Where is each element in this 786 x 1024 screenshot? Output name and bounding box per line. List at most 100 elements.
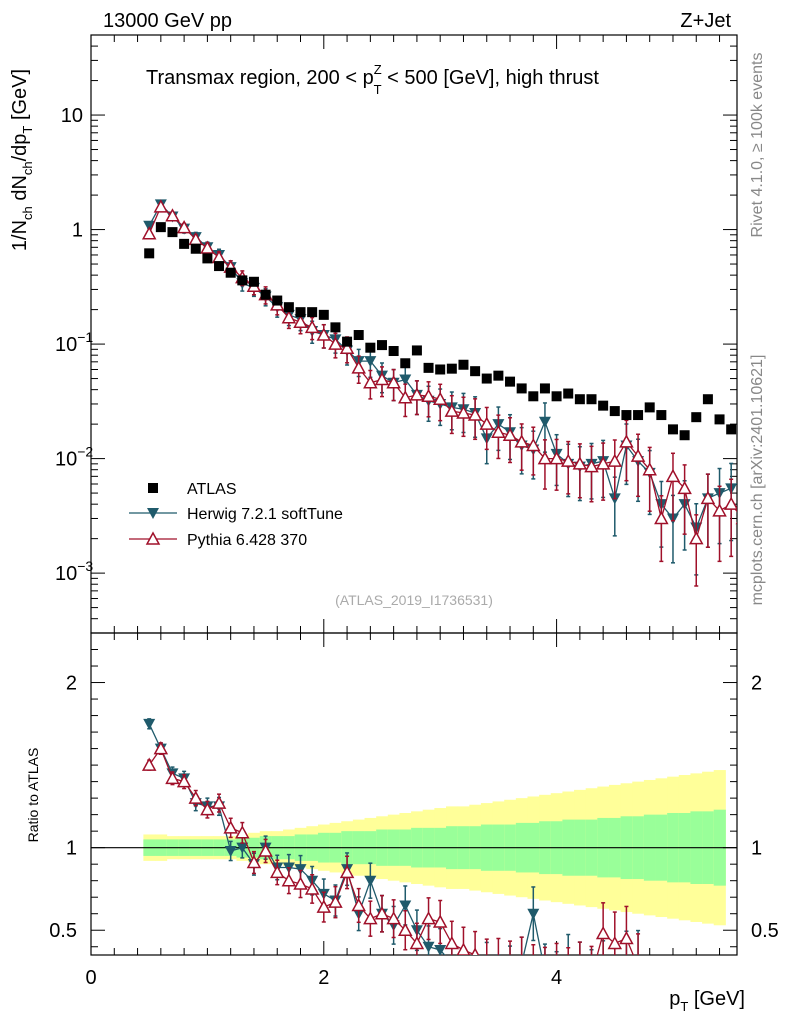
pythia-point xyxy=(688,531,704,545)
main-ytick-label: 10−3 xyxy=(55,558,93,585)
ratio-pythia-point xyxy=(421,911,436,925)
main-ytick-exp: −2 xyxy=(77,444,93,460)
pythia-point xyxy=(444,403,460,417)
atlas-point xyxy=(505,376,516,387)
ratio-pythia-point xyxy=(607,935,623,950)
pythia-point xyxy=(502,427,518,441)
ylabel-part2: dN xyxy=(9,175,31,206)
legend-atlas-marker xyxy=(148,483,158,493)
xlabel-unit: [GeV] xyxy=(688,988,745,1010)
ratio-herwig-point xyxy=(574,967,586,978)
atlas-point xyxy=(318,309,329,320)
ratio-pythia-point xyxy=(386,911,401,925)
xlabel-sub: T xyxy=(680,999,688,1014)
ratio-pythia-point xyxy=(492,957,504,968)
atlas-point xyxy=(376,340,387,351)
pythia-point xyxy=(165,208,180,222)
title-sup: Z xyxy=(374,62,382,77)
main-ytick-base: 1 xyxy=(72,220,83,242)
ratio-herwig-point xyxy=(422,941,435,953)
pythia-point xyxy=(654,510,669,525)
xtick-label: 2 xyxy=(318,967,329,989)
pythia-point xyxy=(735,521,737,525)
ratio-herwig-point xyxy=(399,900,412,912)
ratio-pythia-point xyxy=(200,802,215,816)
main-ytick-exp: −3 xyxy=(77,558,93,574)
pythia-line xyxy=(148,205,737,542)
herwig-point xyxy=(538,416,551,428)
legend: ATLAS Herwig 7.2.1 softTune Pythia 6.428 3… xyxy=(129,481,343,549)
atlas-point xyxy=(423,362,434,373)
ratio-herwig-point xyxy=(236,842,249,854)
atlas-point xyxy=(586,394,597,405)
ylabel-sub3: T xyxy=(20,126,35,134)
ratio-herwig-point xyxy=(481,962,493,973)
pythia-point xyxy=(642,462,657,476)
ratio-pythia-point xyxy=(409,935,425,950)
pythia-point xyxy=(339,340,355,354)
atlas-point xyxy=(656,410,667,421)
ratio-pythia-point xyxy=(374,906,390,920)
atlas-point xyxy=(470,366,481,377)
pythia-point xyxy=(316,327,332,341)
main-ytick-base: 10 xyxy=(61,105,83,127)
atlas-point xyxy=(528,391,539,402)
ratio-pythia-point xyxy=(304,881,320,895)
ratio-pythia-point xyxy=(456,942,471,955)
ratio-herwig-point xyxy=(620,958,632,969)
herwig-point xyxy=(399,374,412,386)
atlas-point xyxy=(155,222,166,233)
ratio-pythia-point xyxy=(351,897,366,912)
atlas-point xyxy=(342,336,353,347)
pythia-point xyxy=(491,424,506,438)
ratio-pythia-point xyxy=(363,911,378,925)
ratio-herwig-point xyxy=(364,875,377,887)
atlas-point xyxy=(563,388,574,399)
ratio-pythia-point xyxy=(141,757,157,771)
ratio-pythia-point xyxy=(235,825,250,839)
pythia-point xyxy=(432,391,448,405)
ratio-pythia-point xyxy=(586,970,598,981)
ratio-ytick-label-right: 0.5 xyxy=(751,920,779,942)
pythia-point xyxy=(723,496,737,510)
pythia-point xyxy=(537,451,553,465)
pythia-point xyxy=(409,387,425,401)
ratio-ylabel: Ratio to ATLAS xyxy=(25,748,41,843)
xtick-label: 0 xyxy=(85,967,96,989)
atlas-point xyxy=(179,238,190,249)
pythia-point xyxy=(141,226,157,240)
ratio-ytick-label-right: 1 xyxy=(751,838,762,860)
atlas-point xyxy=(260,289,271,300)
ratio-pythia-point xyxy=(246,854,262,869)
ratio-pythia-point xyxy=(153,741,169,755)
main-ytick-exp: −1 xyxy=(77,329,93,345)
main-ylabel: 1/Nch dNch/dpT [GeV] xyxy=(9,69,35,251)
pythia-point xyxy=(560,453,576,467)
atlas-point xyxy=(388,346,399,357)
main-ytick-base: 10 xyxy=(55,449,77,471)
main-ytick-label: 10−1 xyxy=(55,329,93,356)
pythia-point xyxy=(712,503,727,517)
atlas-point xyxy=(702,394,713,405)
pythia-point xyxy=(456,405,471,419)
ratio-pythia-point xyxy=(165,770,180,785)
pythia-point xyxy=(479,416,495,430)
legend-label: Herwig 7.2.1 softTune xyxy=(187,506,343,523)
atlas-point xyxy=(167,227,178,238)
atlas-point xyxy=(446,363,457,374)
atlas-point xyxy=(667,424,678,435)
pythia-point xyxy=(374,371,390,386)
xtick-label: 4 xyxy=(551,967,562,989)
ratio-pythia-point xyxy=(527,966,539,977)
main-ytick-label: 10−2 xyxy=(55,444,93,471)
ratio-pythia-point xyxy=(258,843,273,857)
ratio-pythia-point xyxy=(632,961,644,972)
atlas-point xyxy=(493,370,504,381)
ratio-pythia-point xyxy=(504,961,516,972)
ratio-herwig-point xyxy=(632,958,644,969)
pythia-point xyxy=(467,407,483,421)
atlas-point xyxy=(411,345,422,356)
ratio-pythia-point xyxy=(444,935,460,950)
